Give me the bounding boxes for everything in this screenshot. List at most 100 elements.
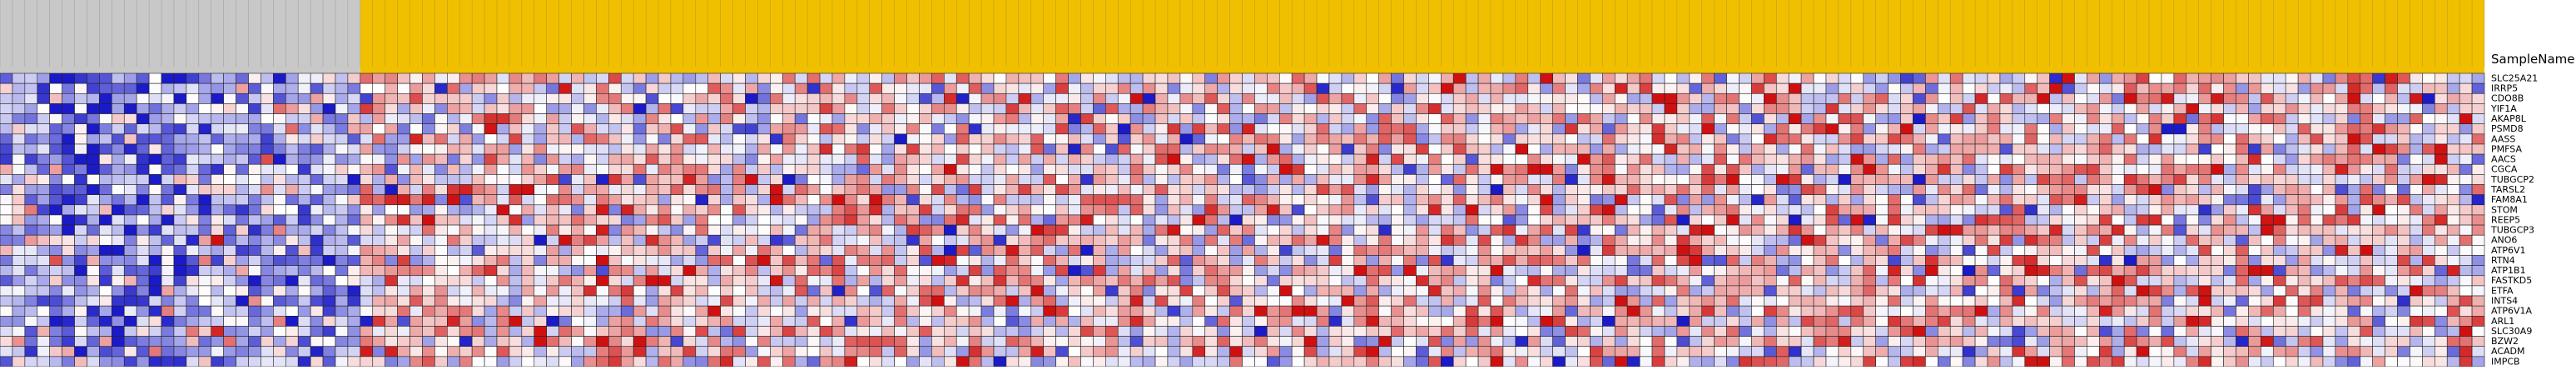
heatmap-cell xyxy=(2174,235,2186,245)
heatmap-cell xyxy=(249,124,261,134)
heatmap-cell xyxy=(1864,174,1876,184)
heatmap-cell xyxy=(1130,266,1143,276)
heatmap-cell xyxy=(1292,174,1304,184)
heatmap-cell xyxy=(1254,103,1267,113)
heatmap-cell xyxy=(2149,93,2162,103)
heatmap-cell xyxy=(497,306,509,316)
heatmap-cell xyxy=(1839,93,1851,103)
heatmap-cell xyxy=(124,134,136,144)
heatmap-cell xyxy=(422,306,434,316)
heatmap-cell xyxy=(2398,225,2410,235)
heatmap-cell xyxy=(434,225,447,235)
heatmap-cell xyxy=(1453,73,1466,83)
heatmap-cell xyxy=(1342,266,1354,276)
heatmap-cell xyxy=(2162,266,2174,276)
heatmap-cell xyxy=(1155,93,1168,103)
heatmap-cell xyxy=(1367,245,1379,255)
heatmap-cell xyxy=(1342,286,1354,296)
heatmap-cell xyxy=(919,83,931,93)
heatmap-cell xyxy=(2037,276,2050,286)
heatmap-cell xyxy=(1801,306,1814,316)
heatmap-cell xyxy=(1577,144,1590,154)
heatmap-cell xyxy=(211,225,224,235)
heatmap-cell xyxy=(99,255,112,265)
heatmap-cell xyxy=(1478,266,1491,276)
heatmap-cell xyxy=(1379,185,1392,195)
heatmap-cell xyxy=(683,245,696,255)
heatmap-cell xyxy=(434,286,447,296)
heatmap-cell xyxy=(931,124,944,134)
heatmap-cell xyxy=(2137,245,2149,255)
heatmap-cell xyxy=(1566,164,1578,174)
heatmap-cell xyxy=(161,266,174,276)
heatmap-cell xyxy=(870,103,882,113)
heatmap-cell xyxy=(422,245,434,255)
heatmap-cell xyxy=(1503,134,1516,144)
heatmap-cell xyxy=(2385,103,2398,113)
heatmap-cell xyxy=(1105,83,1118,93)
heatmap-cell xyxy=(931,144,944,154)
heatmap-cell xyxy=(1180,144,1193,154)
heatmap-cell xyxy=(1031,124,1044,134)
heatmap-cell xyxy=(770,255,782,265)
heatmap-cell xyxy=(249,245,261,255)
heatmap-cell xyxy=(534,154,547,164)
heatmap-cell xyxy=(1218,134,1230,144)
heatmap-cell xyxy=(1317,296,1329,306)
heatmap-cell xyxy=(2112,286,2124,296)
heatmap-cell xyxy=(434,124,447,134)
heatmap-cell xyxy=(87,174,99,184)
heatmap-cell xyxy=(360,134,373,144)
heatmap-cell xyxy=(1876,235,1889,245)
heatmap-cell xyxy=(2137,225,2149,235)
heatmap-cell xyxy=(75,225,87,235)
heatmap-cell xyxy=(434,296,447,306)
heatmap-cell xyxy=(696,73,708,83)
heatmap-cell xyxy=(919,306,931,316)
heatmap-cell xyxy=(1342,93,1354,103)
heatmap-cell xyxy=(149,83,161,93)
heatmap-cell xyxy=(1056,276,1069,286)
heatmap-cell xyxy=(2360,73,2373,83)
heatmap-cell xyxy=(2224,235,2236,245)
heatmap-cell xyxy=(522,245,534,255)
heatmap-cell xyxy=(2162,286,2174,296)
heatmap-cell xyxy=(1789,83,1801,93)
heatmap-cell xyxy=(1230,205,1243,215)
case-header-band xyxy=(360,0,2484,73)
heatmap-cell xyxy=(2310,266,2323,276)
heatmap-cell xyxy=(273,114,285,124)
heatmap-cell xyxy=(398,103,410,113)
heatmap-cell xyxy=(1553,225,1566,235)
heatmap-cell xyxy=(708,73,721,83)
heatmap-cell xyxy=(1466,266,1478,276)
heatmap-cell xyxy=(1155,185,1168,195)
heatmap-cell xyxy=(360,266,373,276)
heatmap-cell xyxy=(1218,225,1230,235)
heatmap-cell xyxy=(1404,185,1417,195)
heatmap-cell xyxy=(559,144,572,154)
heatmap-cell xyxy=(2074,103,2087,113)
heatmap-cell xyxy=(2162,134,2174,144)
heatmap-cell xyxy=(12,103,25,113)
heatmap-cell xyxy=(472,255,484,265)
heatmap-cell xyxy=(509,225,522,235)
heatmap-cell xyxy=(1392,195,1404,205)
heatmap-cell xyxy=(1056,103,1069,113)
heatmap-cell xyxy=(323,174,335,184)
heatmap-cell xyxy=(2348,255,2360,265)
heatmap-cell xyxy=(1279,296,1292,306)
heatmap-cell xyxy=(1453,296,1466,306)
heatmap-cell xyxy=(335,124,348,134)
heatmap-cell xyxy=(1105,124,1118,134)
heatmap-cell xyxy=(2360,266,2373,276)
heatmap-cell xyxy=(112,83,124,93)
heatmap-cell xyxy=(633,225,646,235)
heatmap-cell xyxy=(2087,286,2099,296)
heatmap-cell xyxy=(497,266,509,276)
heatmap-cell xyxy=(2323,215,2335,225)
heatmap-cell xyxy=(1789,235,1801,245)
heatmap-cell xyxy=(1155,124,1168,134)
heatmap-cell xyxy=(2298,83,2310,93)
heatmap-cell xyxy=(1751,134,1764,144)
